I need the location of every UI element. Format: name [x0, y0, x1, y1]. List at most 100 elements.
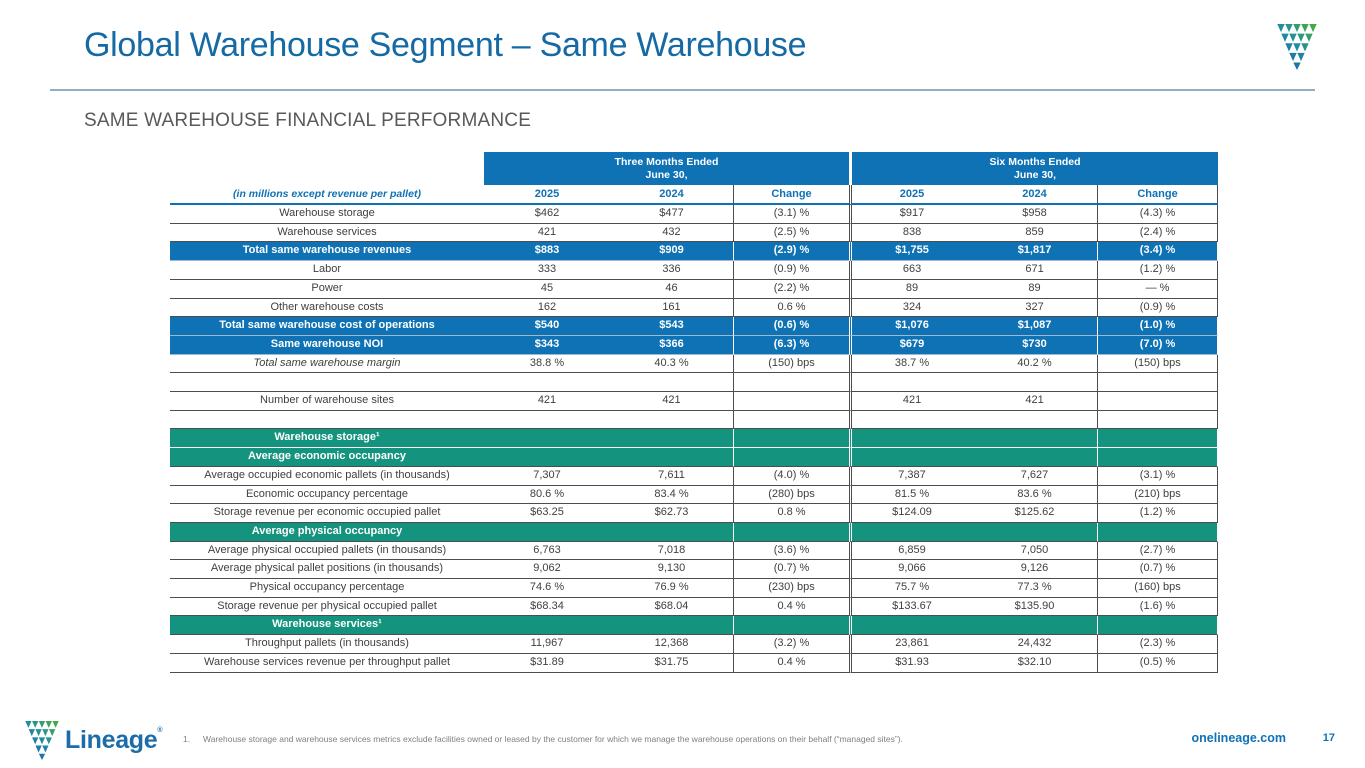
corner-empty-cell — [170, 152, 484, 185]
cell: — % — [1097, 279, 1219, 299]
cell — [849, 522, 973, 542]
table-row — [170, 410, 1219, 430]
cell: 9,066 — [849, 560, 973, 580]
row-label: Total same warehouse cost of operations — [170, 317, 484, 336]
cell — [484, 411, 610, 430]
cell: 76.9 % — [610, 579, 733, 598]
cell — [849, 616, 973, 636]
row-label — [170, 373, 484, 393]
page-title: Global Warehouse Segment – Same Warehous… — [84, 26, 807, 64]
cell: (0.9) % — [1097, 298, 1219, 318]
cell — [733, 616, 850, 636]
cell: (2.2) % — [733, 279, 850, 299]
row-label: Number of warehouse sites — [170, 392, 484, 411]
cell: (2.9) % — [733, 242, 850, 262]
table-row: Total same warehouse cost of operations $… — [170, 317, 1219, 336]
cell: (4.3) % — [1097, 205, 1219, 224]
cell — [849, 448, 973, 467]
cell: (1.0) % — [1097, 317, 1219, 336]
cell — [733, 448, 850, 467]
cell: $68.34 — [484, 598, 610, 617]
slide-subtitle: SAME WAREHOUSE FINANCIAL PERFORMANCE — [84, 110, 532, 131]
row-label: Warehouse storage¹ — [170, 429, 484, 449]
cell: 7,018 — [610, 542, 733, 561]
cell: 9,130 — [610, 560, 733, 580]
cell: $366 — [610, 335, 733, 355]
cell: (210) bps — [1097, 485, 1219, 505]
cell — [733, 392, 850, 411]
cell: $917 — [849, 205, 973, 224]
cell: (280) bps — [733, 485, 850, 505]
cell: (150) bps — [733, 354, 850, 374]
cell — [610, 616, 733, 636]
column-header-row: (in millions except revenue per pallet) … — [170, 185, 1219, 205]
cell: $32.10 — [972, 654, 1098, 673]
cell — [849, 429, 973, 449]
table-row: Average physical occupied pallets (in th… — [170, 541, 1219, 561]
cell: 74.6 % — [484, 579, 610, 598]
cell: $1,755 — [849, 242, 973, 262]
cell: 7,387 — [849, 466, 973, 486]
lineage-wordmark: Lineage® — [65, 726, 163, 754]
row-label: Warehouse services revenue per throughpu… — [170, 654, 484, 673]
cell — [610, 522, 733, 542]
cell: (1.2) % — [1097, 261, 1219, 280]
cell: (1.2) % — [1097, 504, 1219, 523]
cell: 7,050 — [972, 542, 1098, 561]
cell: 324 — [849, 298, 973, 318]
footnote: 1. Warehouse storage and warehouse servi… — [183, 734, 1013, 744]
cell: 838 — [849, 223, 973, 243]
cell — [733, 373, 850, 393]
title-divider — [50, 89, 1315, 91]
cell: (1.6) % — [1097, 597, 1219, 617]
cell — [610, 373, 733, 393]
cell: 89 — [849, 279, 973, 299]
cell — [484, 616, 610, 636]
cell: 0.4 % — [733, 597, 850, 617]
cell — [610, 429, 733, 449]
table-row: Number of warehouse sites 421 421 421 421 — [170, 392, 1219, 411]
table-row: Throughput pallets (in thousands) 11,967 1… — [170, 635, 1219, 654]
row-label: Warehouse services — [170, 224, 484, 243]
cell: 421 — [849, 392, 973, 411]
cell: $1,817 — [972, 242, 1098, 262]
cell: (160) bps — [1097, 579, 1219, 598]
cell: $62.73 — [610, 504, 733, 523]
col-header-change: Change — [1097, 185, 1219, 205]
row-label: Warehouse services¹ — [170, 616, 484, 636]
table-row: Average occupied economic pallets (in th… — [170, 466, 1219, 486]
page-number: 17 — [1322, 732, 1335, 744]
cell: (3.1) % — [733, 205, 850, 224]
cell: (0.7) % — [733, 560, 850, 580]
cell: $124.09 — [849, 504, 973, 523]
cell: (2.4) % — [1097, 223, 1219, 243]
cell: 421 — [484, 224, 610, 243]
row-label: Total same warehouse revenues — [170, 242, 484, 262]
cell — [484, 448, 610, 467]
corner-label: (in millions except revenue per pallet) — [170, 185, 484, 205]
table-row — [170, 373, 1219, 393]
cell: 663 — [849, 261, 973, 280]
table-row: Warehouse services¹ — [170, 616, 1219, 636]
cell: $63.25 — [484, 504, 610, 523]
cell: 0.4 % — [733, 653, 850, 673]
cell: 12,368 — [610, 635, 733, 654]
cell: 77.3 % — [972, 579, 1098, 598]
cell — [849, 410, 973, 430]
footnote-text: Warehouse storage and warehouse services… — [203, 734, 903, 744]
col-header-change: Change — [733, 185, 850, 205]
cell: 421 — [610, 392, 733, 411]
cell: 7,627 — [972, 467, 1098, 486]
cell: 671 — [972, 261, 1098, 280]
cell: 83.6 % — [972, 486, 1098, 505]
row-label: Average economic occupancy — [170, 448, 484, 467]
cell: $343 — [484, 335, 610, 355]
col-header-2025: 2025 — [484, 185, 610, 205]
table-row: Storage revenue per physical occupied pa… — [170, 597, 1219, 617]
table-row: Average physical occupancy — [170, 522, 1219, 542]
cell: $543 — [610, 317, 733, 336]
table-row: Total same warehouse revenues $883 $909 (2.… — [170, 242, 1219, 262]
lineage-shield-icon — [1277, 24, 1317, 70]
cell — [610, 411, 733, 430]
